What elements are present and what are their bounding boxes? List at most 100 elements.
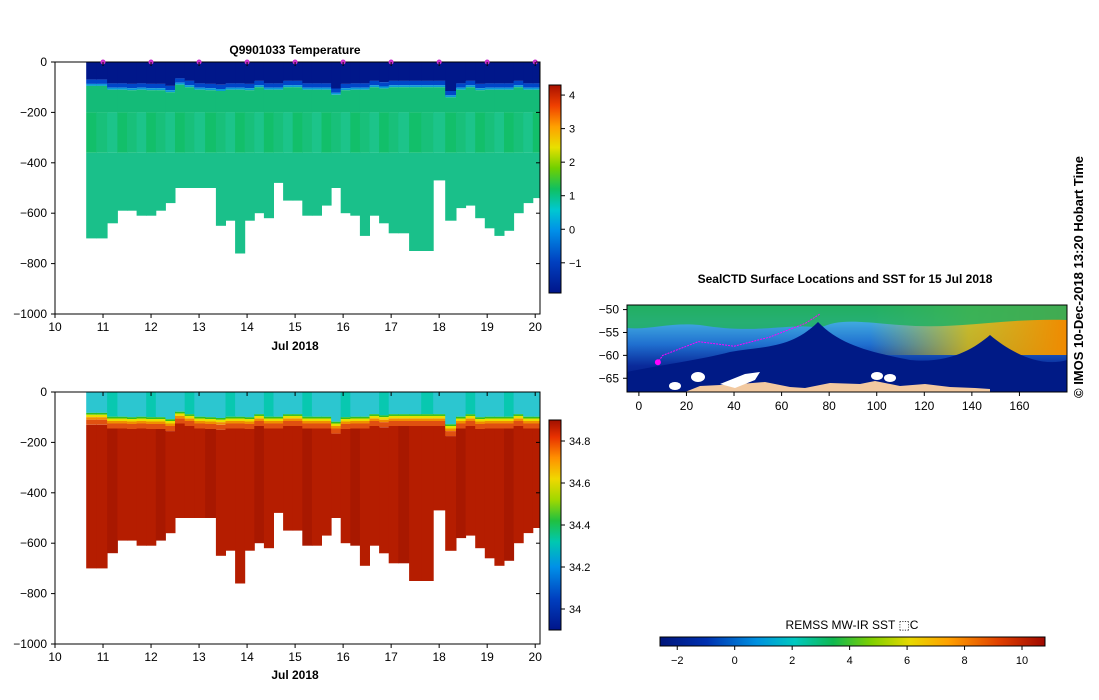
profile-cell (475, 421, 486, 424)
y-tick-label: −800 (20, 587, 47, 601)
profile-cell (321, 152, 332, 206)
profile-cell (292, 414, 303, 416)
profile-cell (465, 112, 476, 153)
profile-cell (96, 152, 108, 239)
profile-cell (388, 418, 399, 421)
profile-cell (532, 423, 541, 429)
profile-cell (409, 415, 422, 419)
profile-cell (263, 62, 274, 84)
profile-cell (369, 418, 380, 421)
profile-cell (433, 62, 446, 81)
profile-cell (254, 414, 265, 416)
profile-cell (205, 421, 217, 424)
profile-cell (235, 87, 246, 90)
profile-cell (146, 429, 157, 546)
salinity-plot-frame (54, 391, 541, 645)
profile-cell (379, 62, 390, 83)
profile-cell (445, 95, 457, 98)
profile-cell (165, 431, 176, 534)
polar-front-green (627, 305, 1067, 329)
profile-cell (244, 429, 255, 551)
sst-colorbar-tick-label: 2 (789, 655, 795, 667)
profile-cell (165, 152, 176, 204)
profile-cell (504, 423, 515, 429)
profile-cell (184, 152, 195, 188)
map-y-tick-label: −60 (599, 348, 620, 362)
profile-cell (127, 417, 138, 419)
profile-cell (475, 88, 486, 91)
profile-cell (331, 112, 342, 153)
profile-cell (86, 152, 97, 239)
profile-cell (273, 416, 284, 419)
profile-cell (235, 62, 246, 84)
profile-cell (165, 62, 176, 86)
profile-cell (523, 83, 534, 88)
profile-cell (136, 89, 147, 113)
profile-cell (445, 424, 457, 427)
profile-cell (398, 112, 410, 153)
profile-cell (475, 152, 486, 219)
profile-cell (205, 152, 217, 188)
profile-cell (205, 419, 217, 422)
profile-cell (311, 62, 322, 84)
profile-cell (273, 87, 284, 90)
profile-cell (523, 428, 534, 534)
temperature-x-axis: 10 11 12 13 14 15 16 17 18 19 20 (48, 62, 542, 334)
profile-cell (117, 392, 128, 417)
profile-cell (117, 152, 128, 211)
profile-cell (165, 392, 176, 420)
profile-cell (205, 429, 217, 518)
profile-cell (263, 428, 274, 549)
profile-cell (127, 112, 138, 153)
profile-cell (350, 416, 361, 419)
profile-cell (445, 112, 457, 153)
colorbar-tick-label: 34 (569, 604, 581, 616)
temperature-x-label: Jul 2018 (271, 339, 319, 353)
profile-cell (513, 426, 524, 544)
profile-cell (244, 392, 255, 418)
x-tick-label: 16 (336, 650, 350, 664)
profile-cell (311, 421, 322, 424)
profile-cell (263, 112, 274, 153)
profile-cell (409, 85, 422, 88)
map-x-axis: 0 20 40 60 80 100 120 140 160 (636, 392, 1030, 413)
x-tick-label: 15 (288, 320, 302, 334)
seal-location (654, 359, 661, 366)
x-tick-label: 13 (192, 650, 206, 664)
profile-cell (409, 414, 422, 416)
profile-cell (254, 62, 265, 81)
profile-cell (379, 152, 390, 224)
profile-cell (409, 62, 422, 81)
profile-cell (302, 89, 313, 113)
profile-cell (513, 418, 524, 421)
x-tick-label: 20 (529, 320, 543, 334)
profile-cell (398, 392, 410, 415)
profile-cell (321, 428, 332, 536)
profile-cell (388, 87, 399, 113)
profile-cell (215, 422, 226, 425)
profile-cell (504, 421, 515, 424)
profile-cell (379, 88, 390, 113)
profile-cell (388, 112, 399, 153)
profile-cell (263, 418, 274, 421)
profile-cell (283, 392, 294, 415)
profile-cell (205, 83, 217, 89)
profile-cell (86, 62, 97, 80)
profile-cell (311, 418, 322, 421)
profile-cell (225, 392, 236, 417)
profile-cell (165, 90, 176, 93)
profile-cell (532, 418, 541, 421)
profile-cell (456, 112, 467, 153)
profile-cell (523, 62, 534, 84)
profile-cell (369, 414, 380, 416)
profile-cell (127, 419, 138, 422)
profile-cell (96, 414, 108, 418)
profile-cell (484, 83, 495, 88)
profile-cell (155, 83, 166, 89)
x-tick-label: 14 (240, 650, 254, 664)
profile-cell (321, 421, 332, 424)
profile-cell (421, 112, 434, 153)
profile-cell (292, 152, 303, 201)
x-tick-label: 12 (144, 650, 158, 664)
profile-cell (340, 152, 351, 214)
